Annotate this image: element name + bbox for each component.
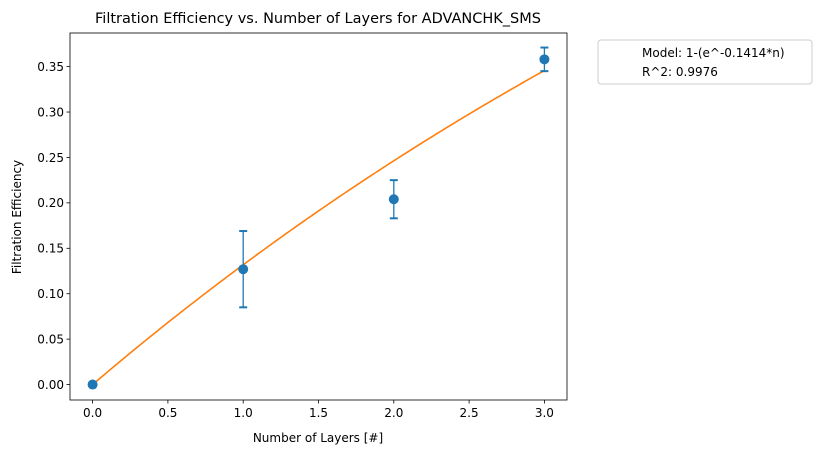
x-tick-label: 1.5 (309, 406, 328, 420)
x-tick-label: 2.0 (384, 406, 403, 420)
x-tick-label: 1.0 (234, 406, 253, 420)
data-point (87, 379, 98, 390)
x-tick-label: 0.5 (158, 406, 177, 420)
data-point (388, 194, 399, 205)
y-tick-label: 0.00 (37, 378, 64, 392)
x-tick-label: 0.0 (83, 406, 102, 420)
model-curve (92, 69, 545, 386)
legend-entry-model: Model: 1-(e^-0.1414*n) (642, 46, 785, 60)
y-tick-label: 0.30 (37, 105, 64, 119)
y-axis-label: Filtration Efficiency (10, 160, 24, 274)
y-axis: 0.00 0.05 0.10 0.15 0.20 0.25 0.30 0.35 (37, 60, 70, 392)
chart-title: Filtration Efficiency vs. Number of Laye… (95, 11, 541, 27)
legend-box (597, 39, 813, 85)
x-axis: 0.0 0.5 1.0 1.5 2.0 2.5 3.0 (83, 400, 554, 420)
x-tick-label: 2.5 (460, 406, 479, 420)
y-tick-label: 0.10 (37, 287, 64, 301)
data-point (238, 264, 249, 275)
y-tick-label: 0.05 (37, 332, 64, 346)
model-layer (92, 69, 545, 386)
legend-entry-r2: R^2: 0.9976 (642, 65, 718, 79)
y-tick-label: 0.15 (37, 242, 64, 256)
x-axis-label: Number of Layers [#] (253, 431, 383, 445)
y-tick-label: 0.20 (37, 196, 64, 210)
legend: Model: 1-(e^-0.1414*n) R^2: 0.9976 (597, 39, 813, 85)
y-tick-label: 0.25 (37, 151, 64, 165)
data-point (539, 54, 550, 65)
plot-area (69, 32, 568, 401)
x-tick-label: 3.0 (535, 406, 554, 420)
points-layer (87, 46, 550, 390)
y-tick-label: 0.35 (37, 60, 64, 74)
